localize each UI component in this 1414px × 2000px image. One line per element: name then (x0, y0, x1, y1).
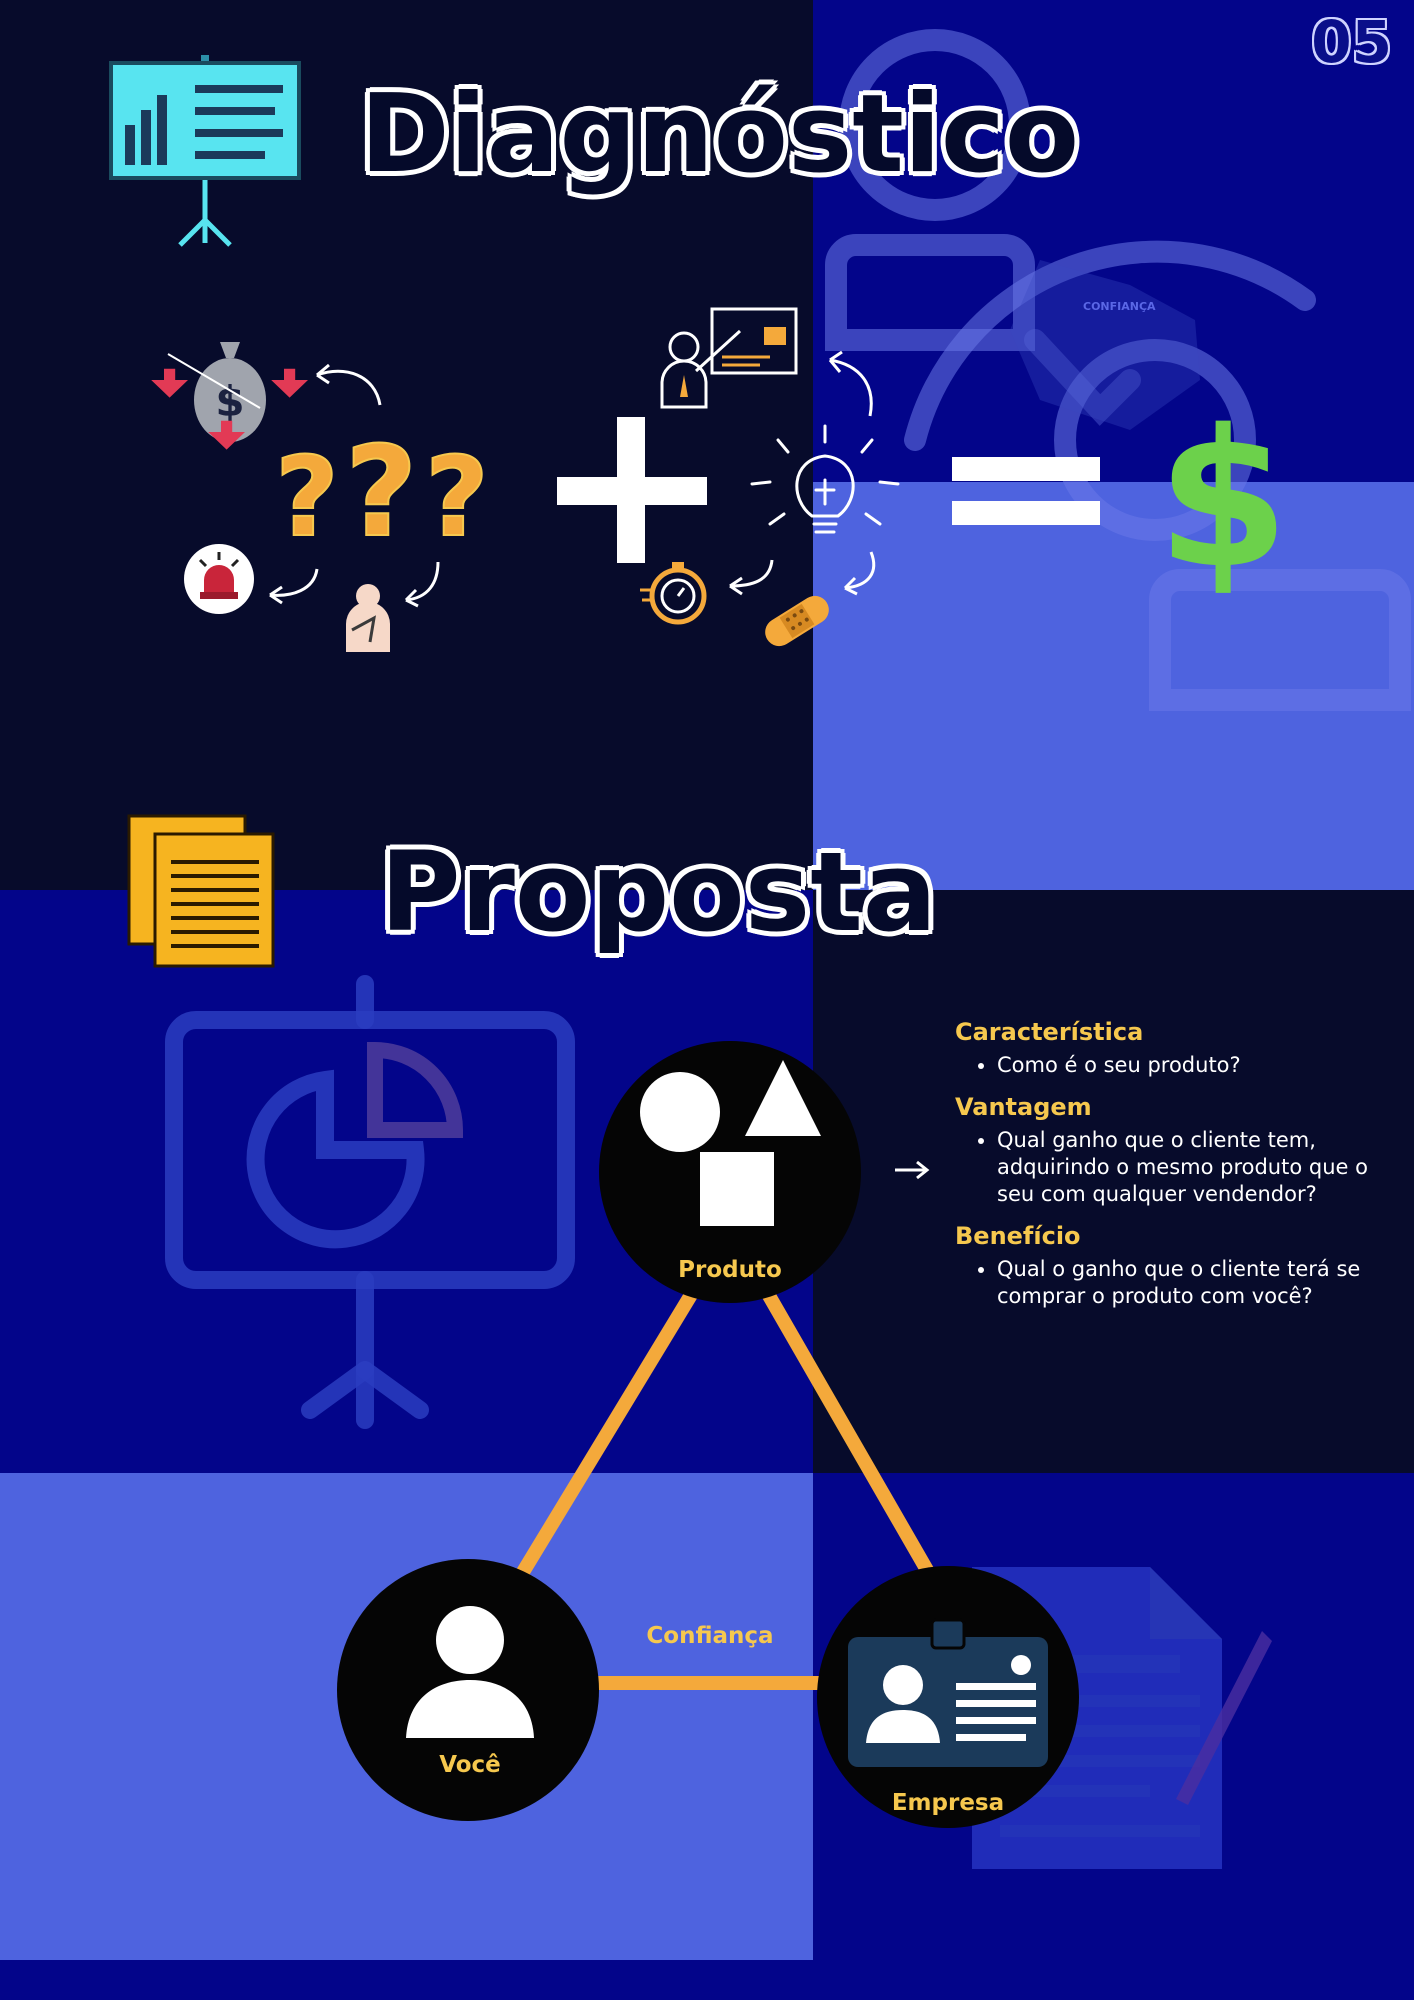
arrow-right-icon (895, 1160, 930, 1180)
feature-items-caracteristica: Como é o seu produto? (955, 1052, 1395, 1079)
feature-item: Como é o seu produto? (997, 1052, 1395, 1079)
injured-person-icon (346, 584, 390, 652)
page-number: 05 (1311, 8, 1392, 76)
feature-item: Qual ganho que o cliente tem, adquirindo… (997, 1127, 1395, 1208)
voce-label: Você (439, 1752, 501, 1778)
shapes-icon (640, 1060, 821, 1226)
presentation-board-icon (109, 55, 301, 247)
svg-text:?: ? (275, 433, 339, 561)
dollar-sign-icon: $ (1157, 389, 1289, 610)
produto-node (599, 1041, 861, 1303)
feature-item: Qual o ganho que o cliente terá se compr… (997, 1256, 1395, 1310)
documents-icon (127, 814, 275, 968)
edge-produto-empresa (753, 1276, 957, 1614)
diagnostico-title: Diagnóstico (360, 72, 1080, 197)
arrow-to-siren-icon (269, 568, 319, 605)
feature-heading-caracteristica: Característica (955, 1018, 1144, 1046)
feature-items-beneficio: Qual o ganho que o cliente terá se compr… (955, 1256, 1395, 1310)
alarm-siren-icon (184, 544, 254, 614)
trust-people-watermark-icon (825, 29, 1411, 711)
empresa-label: Empresa (891, 1790, 1005, 1816)
curved-arrow-icon (316, 363, 382, 406)
bg-block-mid-right (813, 890, 1414, 1473)
bg-block-right-light (813, 482, 1414, 890)
id-badge-icon (848, 1618, 1048, 1767)
svg-text:?: ? (345, 420, 418, 565)
presenter-icon (660, 307, 798, 409)
features-list: Característica Como é o seu produto? Van… (955, 1018, 1395, 1324)
curved-arrow-up-icon (828, 350, 873, 417)
equals-icon (952, 457, 1100, 525)
svg-text:?: ? (425, 433, 489, 561)
feature-heading-vantagem: Vantagem (955, 1093, 1092, 1121)
question-marks-icon: ? ? ? (274, 419, 490, 566)
bg-block-footer (0, 1960, 813, 2000)
money-bag-down-icon: $ (151, 342, 308, 450)
empresa-node (817, 1566, 1079, 1828)
stopwatch-icon (640, 562, 707, 625)
user-icon (406, 1606, 534, 1738)
feature-heading-beneficio: Benefício (955, 1222, 1081, 1250)
confianca-watermark-label: CONFIANÇA (1083, 300, 1156, 313)
arrow-to-stopwatch-icon (729, 559, 774, 596)
arrow-to-bandage-icon (843, 551, 876, 596)
proposta-title: Proposta (380, 828, 938, 956)
plus-icon (557, 417, 707, 563)
feature-items-vantagem: Qual ganho que o cliente tem, adquirindo… (955, 1127, 1395, 1208)
confianca-edge-label: Confiança (646, 1623, 774, 1649)
arrow-to-person-icon (404, 561, 440, 608)
svg-text:$: $ (1157, 389, 1289, 610)
edge-produto-voce (494, 1276, 706, 1614)
produto-label: Produto (678, 1257, 782, 1283)
pie-chart-board-icon (165, 975, 575, 1429)
lightbulb-icon (750, 424, 900, 534)
voce-node (337, 1559, 599, 1821)
bandage-icon (765, 595, 829, 647)
